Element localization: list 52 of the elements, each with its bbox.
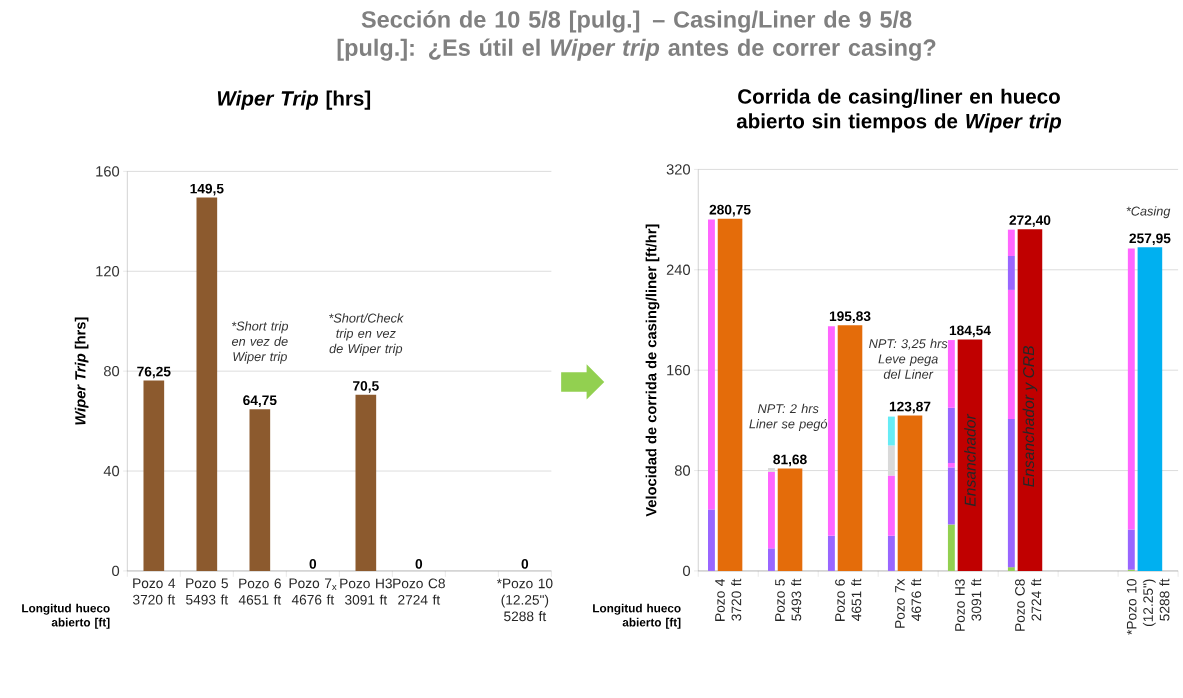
y-tick-label: 120	[96, 265, 120, 277]
x-tick-label: Pozo 6 4651 ft	[238, 578, 282, 605]
y-tick-label: 160	[667, 364, 691, 376]
x-tick-label: Pozo 5 5493 ft	[775, 578, 802, 621]
x-tick-label: Pozo 5 5493 ft	[186, 578, 229, 605]
data-label: 76,25	[137, 366, 171, 379]
chart-subtitle: Wiper Trip [hrs]	[217, 90, 371, 110]
annotation: Ensanchador y CRB	[1022, 345, 1038, 487]
x-tick-label: Pozo 6 4651 ft	[835, 578, 862, 621]
chart-title: Corrida de casing/liner en hueco abierto sin tiempos de Wiper trip	[736, 88, 1062, 133]
data-label: 81,68	[773, 454, 807, 467]
data-label: 257,95	[1129, 233, 1171, 245]
data-label: 272,40	[1009, 215, 1051, 227]
annotation: *Casing	[1126, 206, 1171, 219]
annotation: NPT: 3,25 hrs Leve pega del Liner	[869, 338, 948, 379]
y-axis-title: Wiper Trip [hrs]	[74, 317, 89, 425]
annotation: Ensanchador	[964, 413, 976, 507]
annotation: *Short trip en vez de Wiper trip	[231, 321, 289, 364]
data-label: 0	[521, 558, 529, 569]
y-tick-label: 0	[112, 565, 120, 577]
data-label: 184,54	[949, 325, 991, 338]
data-label: 195,83	[829, 311, 871, 323]
y-tick-label: 80	[103, 365, 120, 377]
data-label: 64,75	[243, 395, 277, 407]
x-tick-label: Pozo 7x 4676 ft	[895, 578, 922, 628]
x-tick-label: *Pozo 10 (12.25") 5288 ft	[496, 578, 553, 622]
x-tick-label: Pozo 4 3720 ft	[715, 578, 742, 621]
x-tick-label: Pozo H3 3091 ft	[955, 578, 982, 631]
data-label: 280,75	[709, 204, 751, 217]
data-label: 149,5	[190, 183, 224, 196]
y-tick-label: 320	[666, 164, 691, 175]
x-tick-label: Pozo 4 3720 ft	[133, 578, 176, 605]
data-label: 123,87	[889, 401, 931, 414]
y-tick-label: 80	[674, 465, 691, 476]
y-axis-title: Velocidad de corrida de casing/liner [ft/hr]	[645, 224, 660, 517]
annotation: NPT: 2 hrs Liner se pegó	[749, 403, 828, 431]
x-tick-label: Pozo H3 3091 ft	[340, 578, 392, 605]
y-tick-label: 160	[96, 166, 120, 177]
x-tick-label: Pozo C8 2724 ft	[1015, 578, 1042, 631]
text: Longitud hueco abierto [ft]	[593, 603, 681, 629]
x-tick-label: Pozo 7$_{x}$ 4676 ft	[289, 578, 337, 605]
text: Longitud hueco abierto [ft]	[22, 603, 110, 629]
text: Sección de 10 5/8 [pulg.] – Casing/Liner de 9 5/8 [pulg.]: ¿Es útil el Wiper trip antes de correr casing?	[337, 10, 936, 61]
data-label: 70,5	[353, 380, 379, 393]
data-label: 0	[415, 558, 423, 569]
x-tick-label: Pozo C8 2724 ft	[393, 578, 445, 605]
annotation: *Short/Check trip en vez de Wiper trip	[329, 313, 404, 356]
data-label: 0	[309, 558, 317, 569]
y-tick-label: 40	[103, 465, 120, 477]
y-tick-label: 240	[666, 264, 691, 275]
y-tick-label: 0	[683, 565, 691, 577]
x-tick-label: *Pozo 10 (12.25") 5288 ft	[1126, 578, 1170, 635]
